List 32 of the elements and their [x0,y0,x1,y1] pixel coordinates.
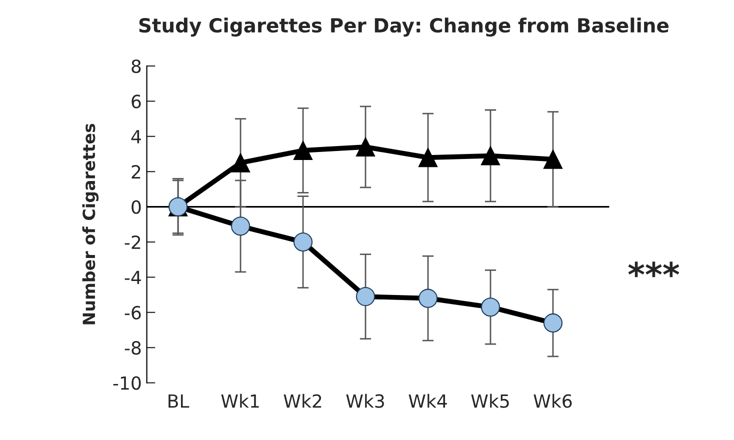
x-tick-label: Wk2 [284,394,322,408]
point [418,288,438,308]
y-tick-label: -6 [124,306,141,320]
point [543,313,563,333]
x-tick-label: Wk6 [534,394,572,408]
y-tick-label: 2 [132,165,140,178]
x-tick-label: Wk5 [471,394,509,408]
y-tick-label: 8 [132,59,141,74]
y-tick-label: 4 [131,130,141,144]
x-tick-label: BL [168,394,190,408]
point [543,150,563,169]
point [230,153,250,172]
y-tick-label: 0 [132,200,141,214]
y-tick-label: 6 [132,94,141,108]
point [356,137,376,157]
point [480,298,500,317]
point [418,148,438,168]
y-tick-label: -8 [124,341,141,355]
chart-title: Study Cigarettes Per Day: Change from Baseline [139,18,669,37]
point [356,287,376,306]
x-tick-label: Wk3 [346,394,384,408]
x-tick-label: Wk4 [408,394,447,408]
x-tick-label: Wk1 [221,394,259,408]
point [480,146,500,166]
y-tick-label: -4 [124,270,141,284]
y-axis-title: Number of Cigarettes [82,124,99,324]
point [293,140,313,160]
y-tick-label: -2 [124,235,140,249]
y-tick-label: -10 [113,376,141,390]
text: *** [628,262,680,278]
point [230,216,250,236]
point [293,232,313,252]
